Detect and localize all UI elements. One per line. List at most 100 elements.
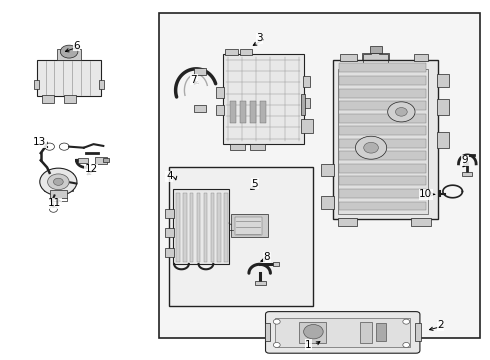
Bar — [299, 321, 326, 343]
Circle shape — [53, 178, 63, 185]
Bar — [250, 101, 256, 123]
Text: 10: 10 — [419, 189, 432, 199]
Bar — [260, 101, 266, 123]
Bar — [339, 164, 426, 173]
Bar — [216, 105, 224, 116]
Bar — [194, 68, 206, 75]
Circle shape — [364, 142, 378, 153]
Circle shape — [388, 102, 415, 122]
Bar — [95, 157, 107, 164]
Text: 13: 13 — [33, 138, 47, 147]
Bar — [339, 189, 426, 198]
Circle shape — [403, 319, 410, 324]
Bar — [321, 196, 334, 209]
Circle shape — [40, 168, 77, 195]
Bar — [250, 144, 265, 150]
Bar — [339, 89, 426, 98]
Bar — [339, 151, 426, 160]
Bar — [339, 101, 426, 110]
Bar — [231, 214, 268, 237]
Bar — [360, 321, 372, 343]
Bar — [411, 219, 431, 226]
Bar — [230, 101, 236, 123]
Bar — [196, 193, 200, 262]
Text: 9: 9 — [462, 155, 468, 165]
Bar — [240, 101, 246, 123]
Bar — [194, 105, 206, 112]
Circle shape — [273, 319, 280, 324]
Bar — [437, 74, 449, 87]
Bar — [333, 60, 438, 220]
Bar — [165, 248, 173, 257]
Bar — [78, 158, 88, 163]
Text: 3: 3 — [256, 33, 263, 43]
Circle shape — [403, 342, 410, 347]
Bar — [437, 132, 449, 148]
Bar — [376, 323, 386, 341]
Bar — [339, 139, 426, 148]
Bar — [165, 228, 173, 237]
Bar — [183, 193, 187, 262]
Bar — [57, 49, 81, 60]
Bar — [414, 54, 428, 61]
Bar — [273, 262, 279, 266]
Circle shape — [395, 108, 407, 116]
Bar — [230, 144, 245, 150]
Bar — [34, 80, 39, 89]
Bar — [99, 80, 104, 89]
Bar — [235, 217, 262, 234]
FancyBboxPatch shape — [266, 312, 420, 353]
Bar — [362, 53, 389, 69]
Bar — [339, 126, 426, 135]
Bar — [42, 95, 54, 103]
Circle shape — [48, 174, 69, 190]
Bar — [211, 193, 215, 262]
Bar — [37, 60, 101, 96]
Bar — [216, 87, 224, 98]
Text: 2: 2 — [437, 320, 444, 330]
Bar — [169, 167, 314, 306]
Bar — [437, 99, 449, 116]
Text: 4: 4 — [166, 171, 172, 181]
Bar — [321, 164, 334, 176]
Bar — [103, 158, 109, 162]
Bar — [301, 94, 305, 116]
Bar — [218, 193, 221, 262]
Bar — [175, 193, 179, 262]
Text: 5: 5 — [251, 179, 258, 189]
Circle shape — [60, 45, 78, 58]
Bar — [265, 323, 270, 341]
Bar — [64, 95, 76, 103]
Bar — [338, 69, 428, 214]
Text: 1: 1 — [305, 340, 312, 350]
Bar — [303, 98, 311, 108]
Text: 11: 11 — [48, 198, 61, 208]
Bar — [415, 323, 421, 341]
Bar — [255, 281, 266, 285]
Circle shape — [273, 342, 280, 347]
Bar — [224, 193, 228, 262]
Bar — [340, 54, 357, 61]
Bar — [223, 54, 304, 144]
Bar — [339, 76, 426, 85]
Bar — [240, 49, 252, 55]
Bar — [159, 13, 480, 338]
Bar — [463, 172, 472, 176]
Bar — [172, 189, 229, 264]
Text: 7: 7 — [191, 75, 197, 85]
Bar — [165, 209, 173, 218]
Bar — [225, 49, 238, 55]
Bar — [190, 193, 194, 262]
Bar — [303, 76, 311, 87]
Bar — [339, 176, 426, 185]
Bar — [339, 63, 426, 72]
Circle shape — [355, 136, 387, 159]
Text: 6: 6 — [73, 41, 80, 50]
Bar — [369, 45, 382, 53]
Bar — [338, 219, 357, 226]
Text: 12: 12 — [84, 164, 98, 174]
Text: 8: 8 — [264, 252, 270, 262]
Bar — [203, 193, 207, 262]
Bar — [275, 318, 410, 347]
Bar — [339, 202, 426, 211]
